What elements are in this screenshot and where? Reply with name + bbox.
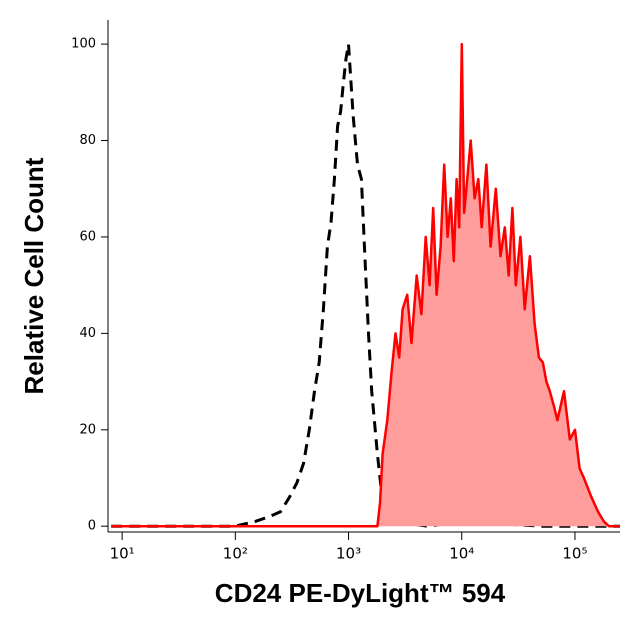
x-tick-label: 10³	[336, 545, 361, 563]
x-tick-label: 10²	[223, 545, 248, 563]
histogram-line	[111, 42, 620, 528]
y-tick-label: 60	[79, 229, 96, 244]
x-tick-label: 10⁴	[449, 545, 474, 563]
y-tick-label: 40	[79, 326, 96, 341]
y-tick-label: 0	[88, 519, 96, 534]
y-tick-label: 20	[79, 422, 96, 437]
y-tick-label: 100	[71, 37, 96, 52]
x-tick-label: 10⁵	[562, 545, 587, 563]
histogram-line	[111, 42, 620, 528]
y-axis-title: Relative Cell Count	[19, 157, 49, 394]
histogram-area	[111, 44, 620, 527]
x-tick-label: 10¹	[110, 545, 135, 563]
x-axis-title: CD24 PE-DyLight™ 594	[215, 578, 506, 608]
y-tick-label: 80	[79, 133, 96, 148]
